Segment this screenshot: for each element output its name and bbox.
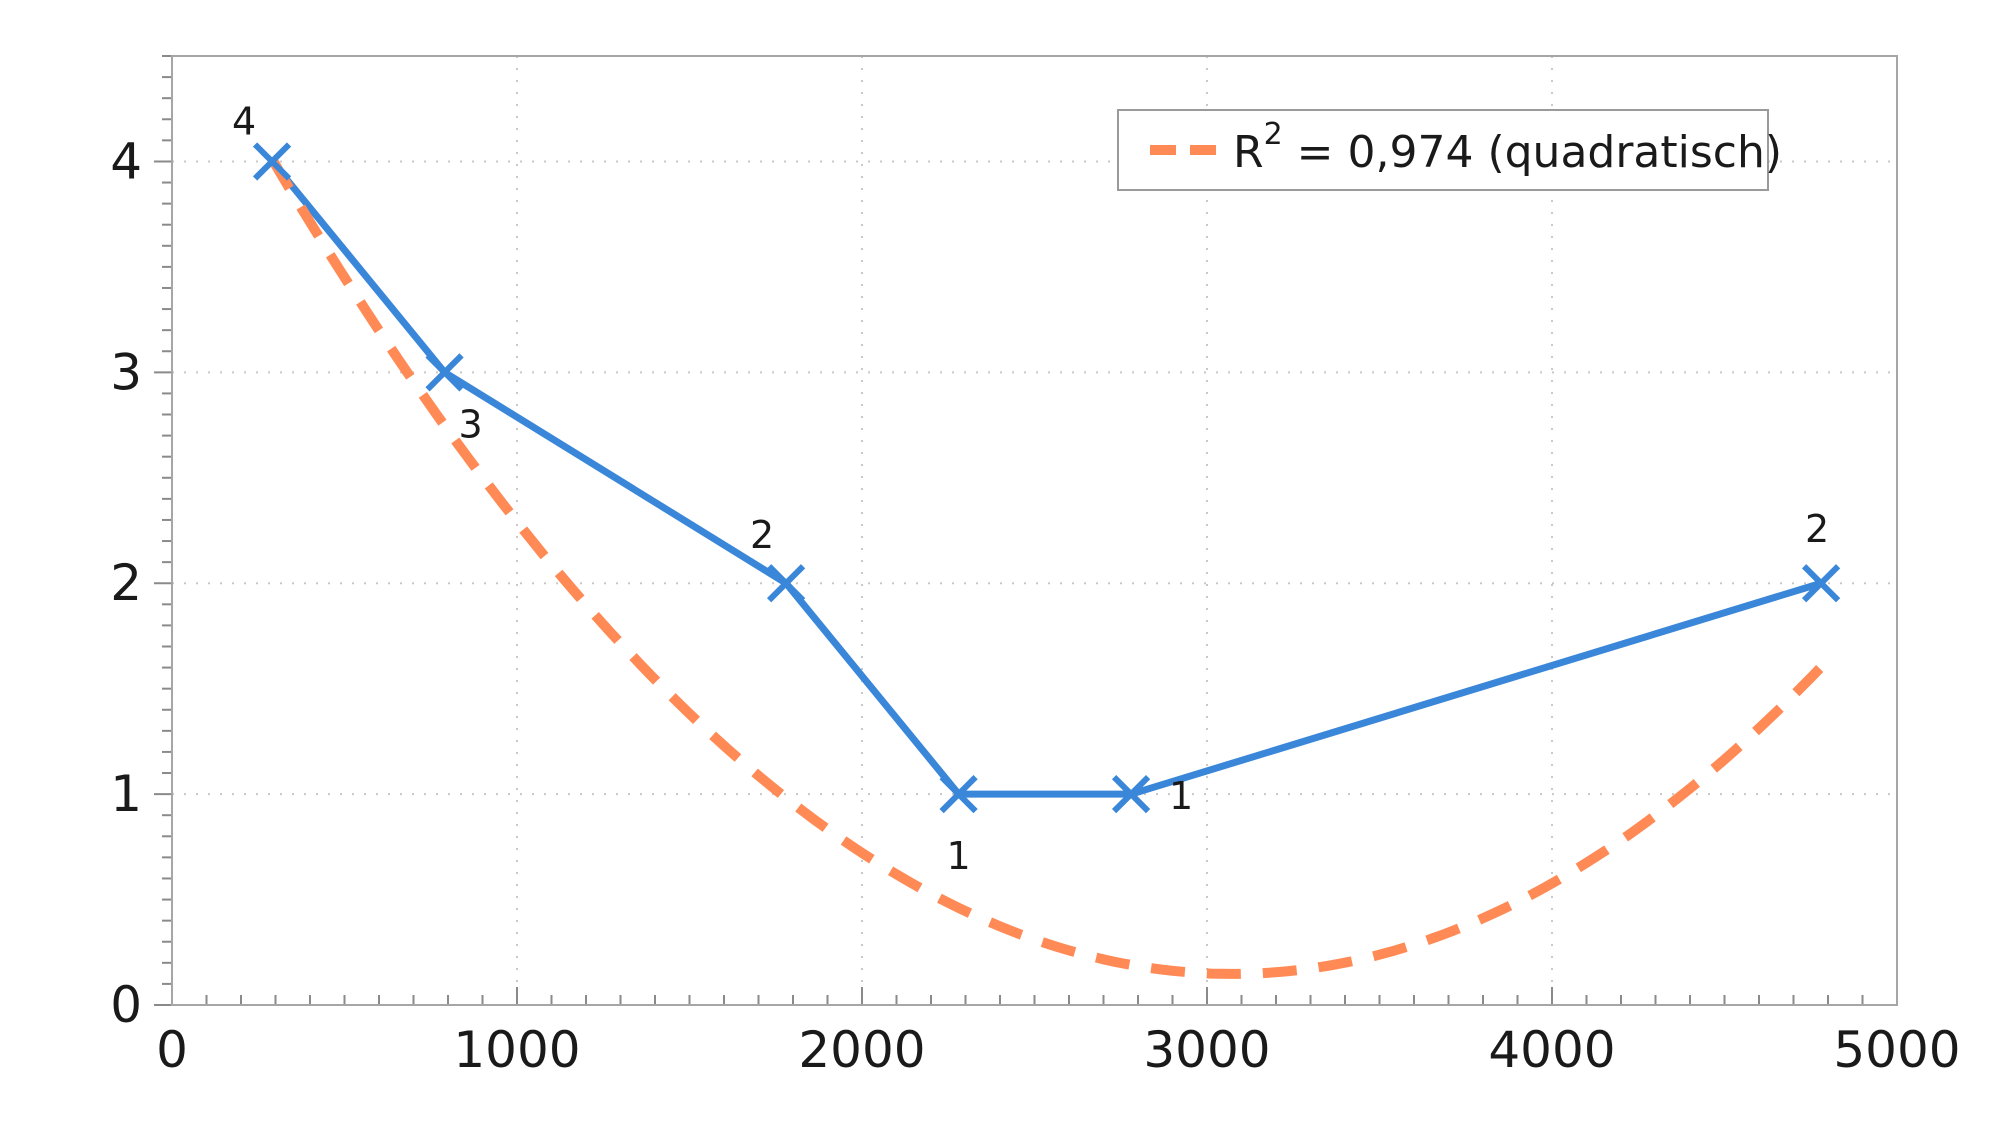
fit-layer [267,156,1825,979]
legend-r: R [1233,127,1264,178]
marker-stroke [1801,564,1841,603]
marker-stroke [939,774,978,814]
data-point-marker [252,142,292,181]
marker-layer [252,142,1841,814]
data-label: 4 [232,99,256,143]
legend-box [1117,109,1769,191]
data-point-marker [939,774,978,814]
data-label: 2 [1805,507,1829,551]
x-tick-label: 1000 [453,1021,580,1079]
legend-rest: = 0,974 (quadratisch) [1283,127,1782,178]
y-tick-label: 2 [110,554,142,612]
marker-stroke [766,564,806,603]
y-tick-labels: 0 1 2 3 4 [110,132,142,1034]
data-label: 1 [947,834,971,878]
plot-frame [171,55,1898,1006]
data-point-marker [1111,774,1151,814]
x-tick-label: 3000 [1143,1021,1270,1079]
data-label: 3 [458,402,482,446]
data-point-marker [766,564,806,603]
data-point-marker [1801,564,1841,603]
y-tick-label: 3 [110,343,142,401]
y-tick-label: 4 [110,132,142,190]
x-tick-labels: 0 1000 2000 3000 4000 5000 [156,1021,1961,1079]
legend: R2 = 0,974 (quadratisch) [1117,109,1782,191]
quadratic-fit-curve [267,156,1825,979]
y-tick-label: 0 [110,976,142,1034]
data-point-marker [425,353,464,392]
data-label: 2 [750,513,774,557]
minor-ticks [154,55,1898,1006]
x-tick-label: 4000 [1488,1021,1615,1079]
y-tick-label: 1 [110,765,142,823]
data-label: 1 [1169,774,1193,818]
legend-fit-label: R2 = 0,974 (quadratisch) [1233,117,1782,178]
series-layer [269,159,1823,798]
x-tick-label: 0 [156,1021,188,1079]
legend-superscript: 2 [1264,117,1283,152]
x-tick-label: 2000 [798,1021,925,1079]
marker-stroke [425,353,464,392]
marker-stroke [252,142,292,181]
series-line [269,159,1823,798]
data-labels: 4 3 2 1 1 2 [232,99,1829,878]
marker-stroke [1111,774,1151,814]
x-tick-label: 5000 [1833,1021,1960,1079]
